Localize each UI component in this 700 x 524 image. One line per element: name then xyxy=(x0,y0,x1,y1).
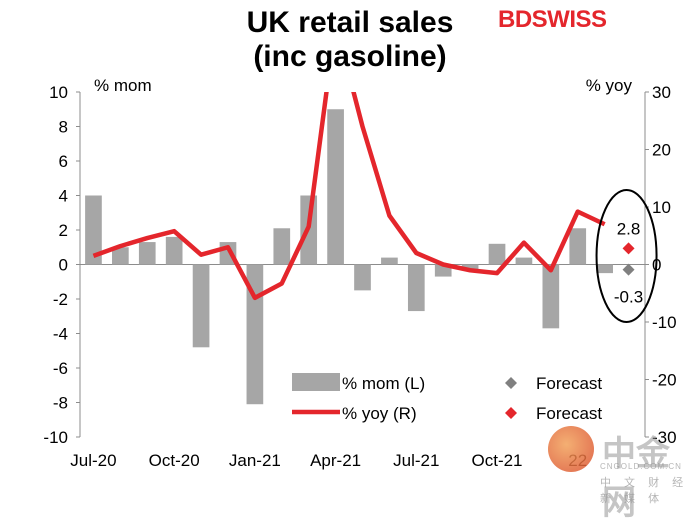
mom-bar xyxy=(515,257,533,265)
mom-bar xyxy=(165,236,183,265)
left-tick-label: -10 xyxy=(43,428,68,447)
left-tick-label: 10 xyxy=(49,83,68,102)
watermark-sub: 中 文 财 经 新 媒 体 xyxy=(600,477,689,505)
right-tick-label: -30 xyxy=(652,428,677,447)
x-tick-label: Apr-21 xyxy=(310,451,361,470)
watermark-url: CNGOLD.COM.CN xyxy=(600,462,682,471)
mom-bar xyxy=(407,264,425,312)
mom-bar xyxy=(569,228,587,265)
mom-bar xyxy=(327,109,344,265)
chart-title-line1: UK retail sales xyxy=(246,6,454,39)
forecast-yoy-marker xyxy=(622,242,635,255)
left-tick-label: 0 xyxy=(59,256,68,275)
left-tick-label: 4 xyxy=(59,187,68,206)
right-tick-label: 10 xyxy=(652,198,671,217)
legend-bar-label: % mom (L) xyxy=(342,374,425,393)
mom-bar xyxy=(138,242,156,265)
mom-bar xyxy=(192,264,210,348)
mom-bar xyxy=(273,228,291,265)
legend-forecast-mom-label: Forecast xyxy=(536,374,602,393)
watermark: 中金网 CNGOLD.COM.CN 中 文 财 经 新 媒 体 xyxy=(548,424,698,522)
left-tick-label: -4 xyxy=(53,325,68,344)
legend-forecast-yoy-label: Forecast xyxy=(536,404,602,423)
chart-title-line2: (inc gasoline) xyxy=(253,40,447,73)
mom-bar xyxy=(246,264,264,405)
brand-logo: BDSWISS xyxy=(498,6,607,34)
right-axis-label: % yoy xyxy=(586,76,633,95)
x-tick-label: Jan-21 xyxy=(229,451,281,470)
forecast-yoy-label: 2.8 xyxy=(617,219,641,238)
legend-grey-diamond xyxy=(505,377,517,389)
left-tick-label: 8 xyxy=(59,118,68,137)
x-tick-label: Oct-20 xyxy=(149,451,200,470)
left-tick-label: -6 xyxy=(53,359,68,378)
mom-bar xyxy=(381,257,398,265)
mom-bar xyxy=(542,264,560,329)
right-tick-label: 30 xyxy=(652,83,671,102)
right-tick-label: -20 xyxy=(652,371,677,390)
legend-line-label: % yoy (R) xyxy=(342,404,417,423)
mom-bar xyxy=(488,243,506,265)
left-tick-label: -2 xyxy=(53,290,68,309)
left-tick-label: -8 xyxy=(53,394,68,413)
left-tick-label: 6 xyxy=(59,152,68,171)
mom-bar xyxy=(461,264,479,270)
legend-red-diamond xyxy=(505,407,517,419)
left-tick-label: 2 xyxy=(59,221,68,240)
left-axis-label: % mom xyxy=(94,76,152,95)
mom-bar xyxy=(112,247,129,265)
right-tick-label: -10 xyxy=(652,313,677,332)
forecast-highlight-ellipse xyxy=(595,189,658,323)
brand-swiss: SWISS xyxy=(531,6,607,33)
legend-bar-swatch xyxy=(292,373,340,391)
yoy-line xyxy=(92,92,606,301)
x-tick-label: Jul-20 xyxy=(70,451,116,470)
mom-bar xyxy=(596,264,613,274)
forecast-mom-marker xyxy=(622,263,635,276)
mom-bar xyxy=(354,264,371,291)
right-tick-label: 20 xyxy=(652,141,671,160)
x-tick-label: Jul-21 xyxy=(393,451,439,470)
brand-bd: BD xyxy=(498,6,532,33)
mom-bar xyxy=(85,195,102,265)
forecast-mom-label: -0.3 xyxy=(614,288,643,307)
retail-sales-chart: 1086420-2-4-6-8-103020100-10-20-30Jul-20… xyxy=(43,76,677,470)
watermark-logo-icon xyxy=(548,426,594,472)
x-tick-label: Oct-21 xyxy=(472,451,523,470)
